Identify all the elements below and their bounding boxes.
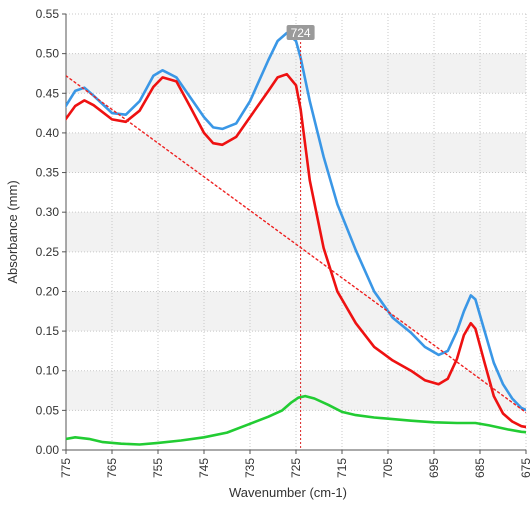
cursor-label: 724 [291, 26, 311, 40]
y-tick-label: 0.55 [36, 7, 60, 21]
x-tick-label: 745 [197, 458, 211, 478]
x-tick-label: 755 [151, 458, 165, 478]
series-line-3 [66, 394, 526, 446]
x-tick-label: 735 [243, 458, 257, 478]
x-axis-title: Wavenumber (cm-1) [229, 485, 347, 500]
x-tick-label: 675 [519, 458, 531, 478]
y-axis-title: Absorbance (mm) [5, 180, 20, 283]
x-tick-label: 705 [381, 458, 395, 478]
x-tick-label: 775 [59, 458, 73, 478]
x-tick-label: 725 [289, 458, 303, 478]
y-tick-label: 0.15 [36, 324, 60, 338]
x-tick-label: 765 [105, 458, 119, 478]
trend-line [66, 75, 526, 414]
y-tick-label: 0.45 [36, 86, 60, 100]
cursor-label-box [286, 25, 315, 40]
y-tick-label: 0.50 [36, 47, 60, 61]
series-line-1 [66, 31, 526, 412]
y-tick-label: 0.05 [36, 403, 60, 417]
x-tick-label: 685 [473, 458, 487, 478]
x-tick-label: 695 [427, 458, 441, 478]
tick-labels: 0.00 0.05 0.10 0.15 0.20 0.25 0.30 0.35 0.40 0.45… [36, 7, 531, 478]
y-tick-label: 0.40 [36, 126, 60, 140]
y-tick-label: 0.20 [36, 284, 60, 298]
y-tick-label: 0.25 [36, 245, 60, 259]
x-tick-label: 715 [335, 458, 349, 478]
cursor-marker[interactable]: 724 [286, 25, 315, 450]
y-tick-label: 0.30 [36, 205, 60, 219]
series-lines [66, 31, 526, 446]
y-tick-label: 0.00 [36, 443, 60, 457]
series-line-2 [66, 72, 526, 429]
y-tick-label: 0.10 [36, 364, 60, 378]
y-tick-label: 0.35 [36, 166, 60, 180]
